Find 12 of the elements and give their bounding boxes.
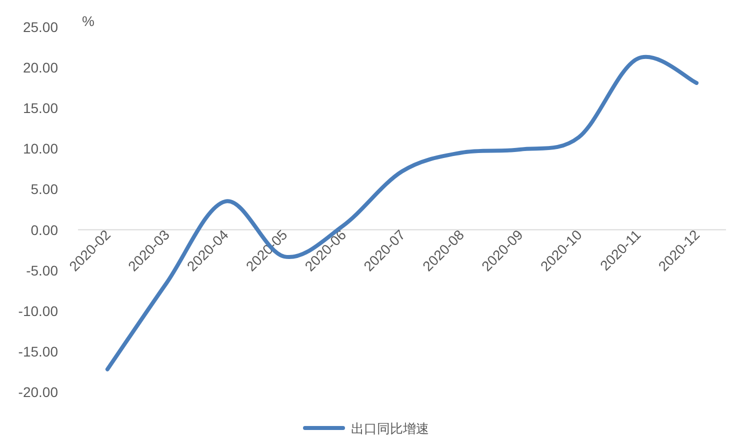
y-tick-label: -5.00 — [26, 262, 58, 278]
y-tick-label: 15.00 — [22, 100, 58, 116]
y-tick-label: 25.00 — [22, 19, 58, 35]
y-tick-label: -20.00 — [18, 384, 58, 400]
legend-label: 出口同比增速 — [351, 421, 429, 436]
y-tick-label: 5.00 — [30, 181, 58, 198]
y-tick-label: 20.00 — [22, 60, 58, 76]
y-axis-title: % — [82, 13, 94, 29]
y-tick-label: 0.00 — [30, 222, 58, 238]
y-tick-label: -15.00 — [18, 343, 58, 360]
y-tick-label: 10.00 — [22, 140, 58, 157]
y-tick-label: -10.00 — [18, 302, 58, 319]
